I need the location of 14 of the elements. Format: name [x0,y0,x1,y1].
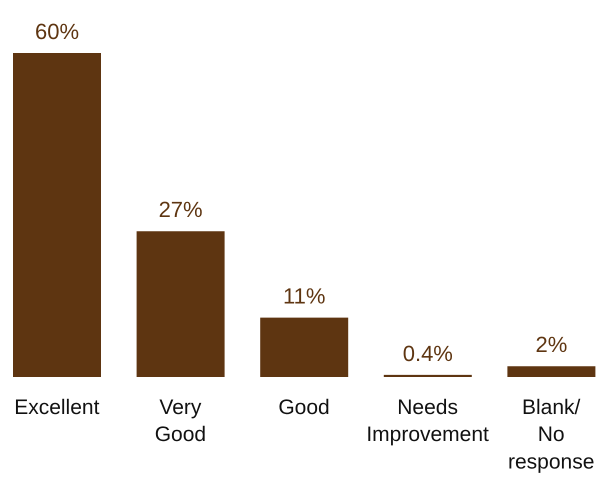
bar [136,231,225,377]
bar [13,53,101,377]
data-label: 27% [158,197,203,222]
data-label: 11% [282,284,326,309]
x-tick-label: Very Good [154,396,206,446]
x-tick-label: Good [278,396,330,419]
data-label: 0.4% [402,340,453,366]
data-label: 2% [536,332,568,358]
x-tick-label: Blank/ No response [508,396,594,474]
x-tick-label: Needs Improvement [366,396,490,446]
data-label: 60% [34,19,80,44]
bar [507,366,596,377]
bar [260,318,348,377]
x-tick-label: Excellent [14,396,100,419]
